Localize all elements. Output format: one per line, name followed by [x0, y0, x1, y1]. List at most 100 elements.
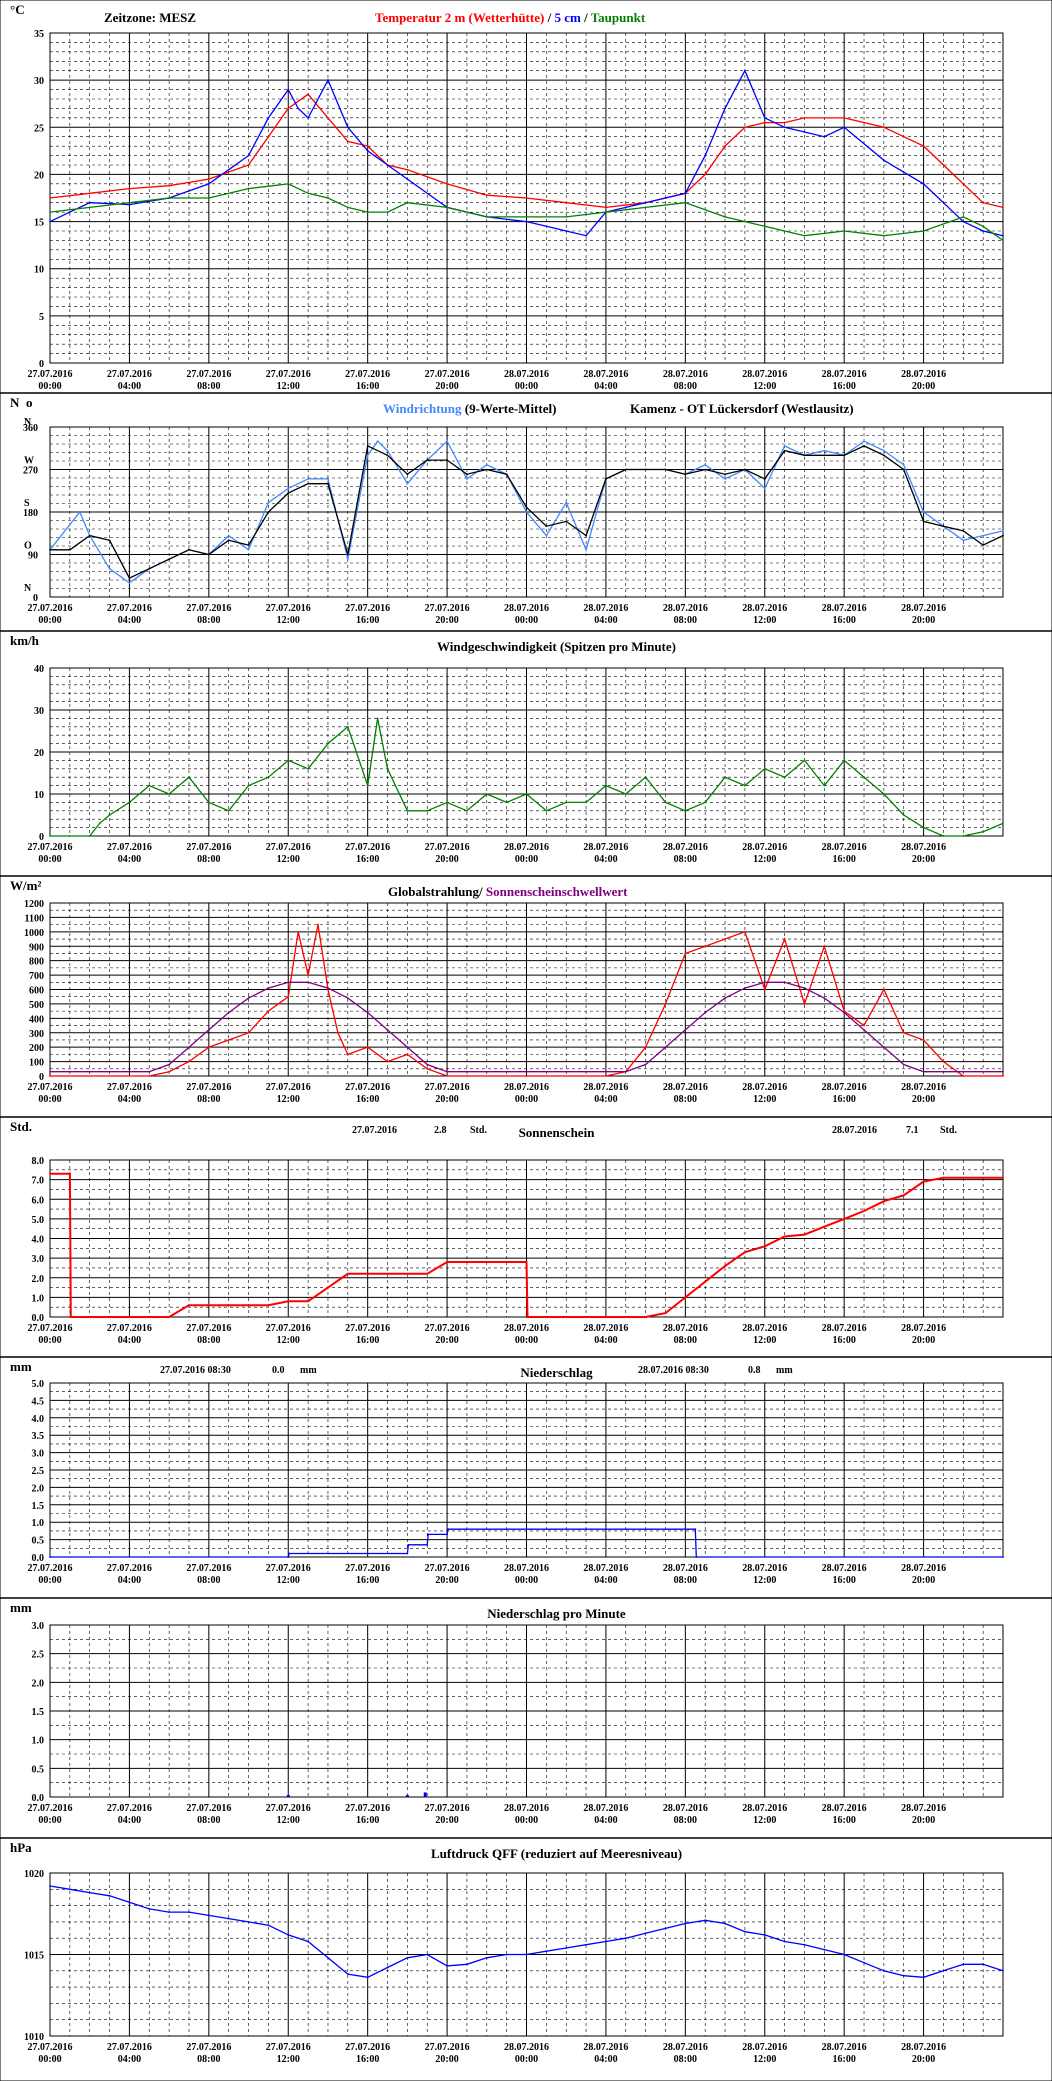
- x-tick-date: 27.07.2016: [266, 1803, 311, 1814]
- data-point: [684, 1922, 687, 1925]
- data-point: [327, 987, 329, 989]
- data-point: [168, 1070, 171, 1073]
- data-point: [585, 534, 587, 537]
- station-name: Kamenz - OT Lückersdorf (Westlausitz): [630, 401, 854, 416]
- data-point: [525, 1261, 528, 1263]
- y-tick-label: 3.0: [32, 1449, 45, 1460]
- x-tick-time: 16:00: [832, 381, 855, 392]
- y-tick-label: 30: [34, 706, 44, 717]
- data-point: [128, 581, 131, 584]
- data-point: [922, 230, 925, 232]
- y-tick-label: 1.5: [32, 1707, 45, 1718]
- data-point: [128, 201, 131, 204]
- x-tick-date: 28.07.2016: [663, 2042, 708, 2053]
- data-point: [168, 1063, 171, 1066]
- data-point: [366, 444, 369, 447]
- data-point: [386, 1272, 389, 1275]
- unit-label: km/h: [10, 633, 40, 648]
- data-point: [128, 203, 131, 206]
- annotation-unit: mm: [300, 1365, 317, 1376]
- x-tick-time: 12:00: [277, 854, 300, 865]
- data-point: [1002, 822, 1004, 825]
- data-point: [763, 1245, 766, 1248]
- data-point: [207, 553, 210, 556]
- data-point: [287, 88, 290, 91]
- x-tick-time: 08:00: [674, 1335, 697, 1346]
- data-point: [902, 1974, 905, 1977]
- data-point: [803, 987, 806, 989]
- unit-label: mm: [10, 1359, 32, 1374]
- x-tick-time: 20:00: [435, 854, 458, 865]
- data-point: [664, 468, 667, 471]
- x-tick-time: 08:00: [674, 1575, 697, 1586]
- x-tick-date: 28.07.2016: [742, 369, 787, 380]
- data-point: [942, 1969, 945, 1972]
- data-point: [585, 548, 587, 551]
- data-point: [88, 206, 91, 209]
- data-point: [704, 463, 707, 466]
- x-tick-time: 12:00: [753, 854, 776, 865]
- data-point: [783, 776, 786, 779]
- data-point: [863, 1024, 865, 1027]
- data-point: [585, 234, 587, 237]
- data-point: [565, 520, 568, 523]
- data-point: [763, 981, 766, 984]
- x-tick-date: 27.07.2016: [186, 1323, 231, 1334]
- data-point: [763, 1934, 766, 1936]
- data-point: [406, 1552, 409, 1555]
- data-point: [466, 1963, 468, 1966]
- data-point: [49, 1172, 51, 1175]
- data-point: [1002, 1556, 1004, 1558]
- data-point: [267, 1010, 270, 1013]
- data-point: [942, 835, 945, 837]
- data-point: [426, 809, 429, 812]
- x-tick-time: 16:00: [356, 854, 379, 865]
- data-point: [684, 809, 687, 812]
- x-tick-time: 00:00: [38, 381, 61, 392]
- data-point: [446, 1261, 448, 1263]
- data-point: [287, 487, 290, 490]
- panel-radiation: 0 100 200 300 400 500 600 700 800 900 1000 1100 1200…: [0, 875, 1052, 1105]
- data-point: [803, 131, 806, 133]
- data-point: [605, 1075, 607, 1077]
- data-point: [207, 182, 210, 185]
- data-point: [406, 1046, 409, 1049]
- x-tick-time: 08:00: [674, 2054, 697, 2065]
- data-point: [823, 997, 826, 1000]
- data-point: [366, 1976, 369, 1979]
- y-tick-label: 270: [23, 466, 38, 477]
- y-tick-label: 1.0: [32, 1293, 45, 1304]
- x-tick-date: 28.07.2016: [504, 1323, 549, 1334]
- x-tick-time: 00:00: [515, 1575, 538, 1586]
- data-point: [605, 478, 607, 480]
- data-point: [624, 468, 627, 471]
- data-point: [466, 1070, 468, 1073]
- data-point: [267, 987, 270, 989]
- data-point: [346, 1973, 349, 1975]
- x-tick-time: 04:00: [594, 615, 617, 626]
- x-tick-time: 20:00: [912, 615, 935, 626]
- data-point: [684, 1028, 687, 1031]
- data-point: [704, 801, 707, 804]
- x-tick-time: 16:00: [356, 1094, 379, 1105]
- data-point: [49, 1885, 51, 1887]
- x-tick-date: 27.07.2016: [28, 842, 73, 853]
- data-point: [168, 197, 171, 199]
- data-point: [128, 577, 131, 580]
- data-point: [922, 826, 925, 829]
- x-tick-date: 28.07.2016: [504, 1803, 549, 1814]
- data-point: [882, 234, 885, 237]
- data-point: [565, 201, 568, 204]
- x-tick-date: 28.07.2016: [822, 369, 867, 380]
- y-tick-label: 400: [29, 1014, 44, 1025]
- x-tick-time: 20:00: [912, 1094, 935, 1105]
- chart-title: Globalstrahlung/ Sonnenscheinschwellwert: [388, 884, 628, 899]
- data-point: [68, 1888, 71, 1891]
- data-point: [287, 1934, 290, 1936]
- data-point: [882, 159, 885, 162]
- y-tick-label: 90: [28, 551, 38, 562]
- data-point: [128, 1901, 131, 1904]
- data-point: [366, 145, 369, 148]
- data-point: [724, 1265, 726, 1267]
- x-tick-time: 04:00: [594, 1335, 617, 1346]
